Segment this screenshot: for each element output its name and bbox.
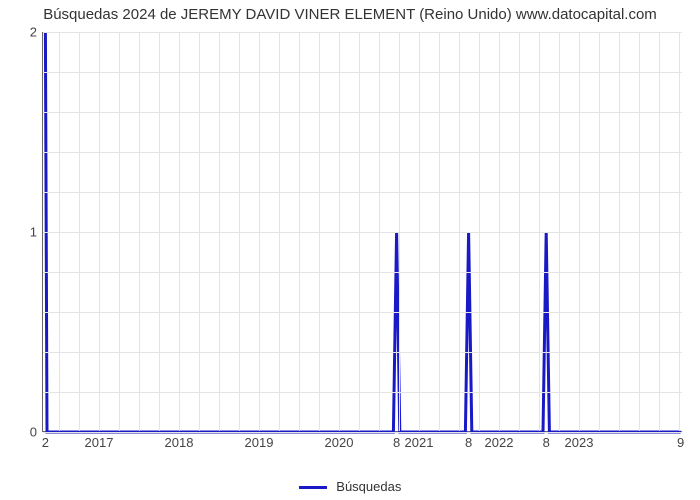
x-tick-label: 2022 [485, 435, 514, 450]
gridline-v [659, 32, 660, 431]
gridline-v [339, 32, 340, 431]
plot-area: 012201720182019202020212022202328889 [42, 32, 682, 432]
gridline-v [379, 32, 380, 431]
gridline-v [99, 32, 100, 431]
gridline-v [119, 32, 120, 431]
x-tick-label: 2021 [405, 435, 434, 450]
gridline-h [43, 432, 682, 433]
gridline-v [319, 32, 320, 431]
x-tick-label: 2017 [85, 435, 114, 450]
spike-value-label: 9 [677, 435, 684, 450]
gridline-v [579, 32, 580, 431]
gridline-v [459, 32, 460, 431]
gridline-v [399, 32, 400, 431]
gridline-v [599, 32, 600, 431]
gridline-v [499, 32, 500, 431]
gridline-v [299, 32, 300, 431]
spike-value-label: 8 [465, 435, 472, 450]
gridline-v [639, 32, 640, 431]
gridline-v [179, 32, 180, 431]
y-tick-label: 0 [30, 425, 37, 440]
gridline-v [559, 32, 560, 431]
gridline-v [59, 32, 60, 431]
gridline-v [679, 32, 680, 431]
x-tick-label: 2023 [565, 435, 594, 450]
gridline-v [419, 32, 420, 431]
y-tick-label: 1 [30, 225, 37, 240]
spike-value-label: 8 [393, 435, 400, 450]
gridline-v [159, 32, 160, 431]
gridline-v [479, 32, 480, 431]
gridline-v [259, 32, 260, 431]
spike-value-label: 8 [543, 435, 550, 450]
chart-title: Búsquedas 2024 de JEREMY DAVID VINER ELE… [0, 6, 700, 23]
x-tick-label: 2019 [245, 435, 274, 450]
legend: Búsquedas [0, 479, 700, 494]
gridline-v [199, 32, 200, 431]
gridline-v [239, 32, 240, 431]
gridline-v [139, 32, 140, 431]
spike-value-label: 2 [42, 435, 49, 450]
gridline-v [539, 32, 540, 431]
x-tick-label: 2018 [165, 435, 194, 450]
gridline-v [219, 32, 220, 431]
y-tick-label: 2 [30, 25, 37, 40]
gridline-v [359, 32, 360, 431]
gridline-v [619, 32, 620, 431]
gridline-v [79, 32, 80, 431]
legend-label: Búsquedas [336, 479, 401, 494]
x-tick-label: 2020 [325, 435, 354, 450]
gridline-v [519, 32, 520, 431]
gridline-v [279, 32, 280, 431]
gridline-v [439, 32, 440, 431]
legend-swatch [299, 486, 327, 489]
